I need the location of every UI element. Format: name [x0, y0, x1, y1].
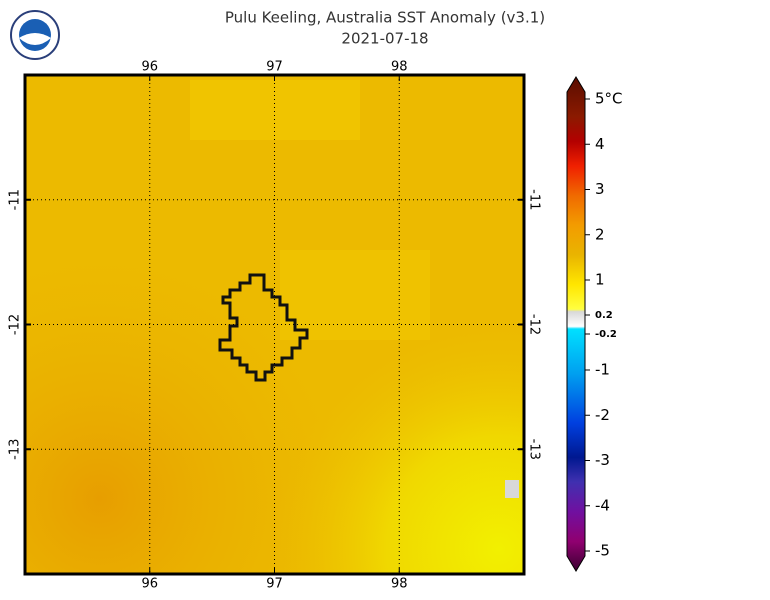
- sst-field: [25, 75, 524, 574]
- colorbar-label: -0.2: [595, 329, 617, 340]
- colorbar-label: 1: [595, 271, 605, 289]
- colorbar-label: 0.2: [595, 310, 613, 321]
- colorbar-label: 3: [595, 180, 605, 198]
- colorbar-label: -1: [595, 361, 610, 379]
- lat-label: -13: [8, 439, 23, 460]
- lat-label: -11: [8, 189, 23, 210]
- lon-label: 98: [391, 60, 408, 75]
- colorbar: [566, 76, 586, 572]
- colorbar-label: 4: [595, 135, 605, 153]
- lon-label: 96: [141, 60, 158, 75]
- title: Pulu Keeling, Australia SST Anomaly (v3.…: [225, 9, 545, 27]
- lon-label: 97: [266, 577, 283, 592]
- colorbar-label: -3: [595, 451, 610, 469]
- colorbar-label: 5°C: [595, 90, 623, 108]
- island-outline: [218, 273, 309, 382]
- colorbar-label: -4: [595, 496, 610, 514]
- colorbar-label: 2: [595, 225, 605, 243]
- noaa-logo: [10, 10, 60, 60]
- date: 2021-07-18: [341, 30, 428, 48]
- lat-label: -11: [527, 189, 542, 210]
- colorbar-label: -2: [595, 406, 610, 424]
- lat-label: -13: [527, 439, 542, 460]
- lon-label: 98: [391, 577, 408, 592]
- lon-label: 96: [141, 577, 158, 592]
- colorbar-label: -5: [595, 542, 610, 560]
- lat-label: -12: [8, 314, 23, 335]
- lat-label: -12: [527, 314, 542, 335]
- lon-label: 97: [266, 60, 283, 75]
